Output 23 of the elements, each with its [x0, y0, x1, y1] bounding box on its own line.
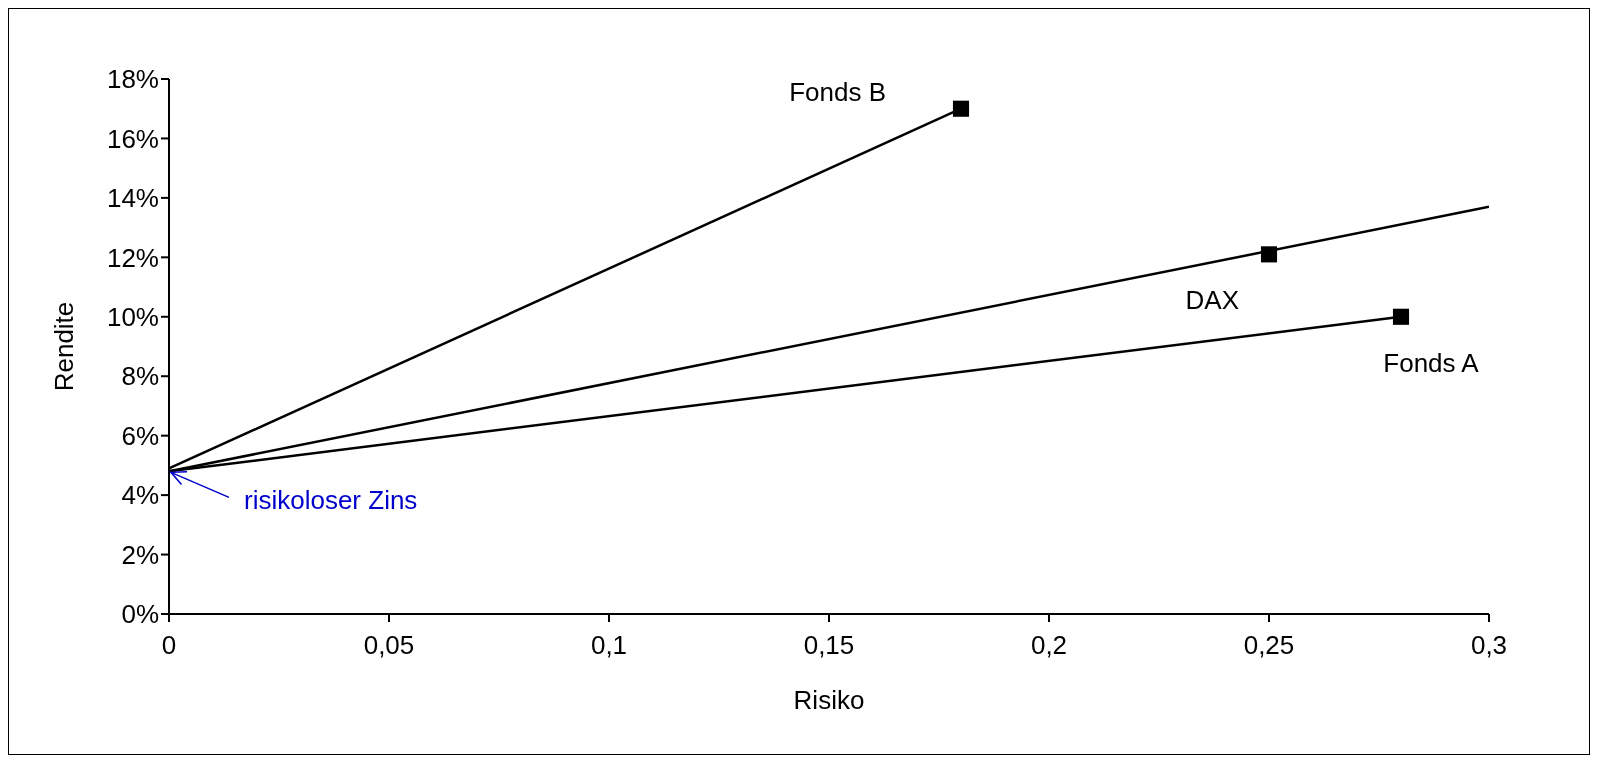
x-tick-label: 0,05 — [363, 630, 415, 661]
x-tick-label: 0,1 — [590, 630, 628, 661]
y-tick-label: 16% — [106, 123, 159, 154]
y-tick-label: 2% — [121, 539, 159, 570]
y-tick-label: 18% — [106, 64, 159, 95]
y-tick-label: 8% — [121, 361, 159, 392]
annotation: Fonds B — [789, 76, 886, 107]
annotation: Fonds A — [1383, 347, 1480, 378]
y-tick-label: 0% — [121, 599, 159, 630]
x-axis-title: Risiko — [793, 685, 865, 715]
x-tick-label: 0,15 — [803, 630, 855, 661]
y-tick-label: 12% — [106, 242, 159, 273]
y-tick-label: 4% — [121, 480, 159, 511]
annotation: DAX — [1185, 285, 1239, 316]
x-tick-label: 0 — [161, 630, 177, 661]
y-tick-label: 14% — [106, 183, 159, 214]
y-axis-title: Rendite — [49, 301, 80, 392]
y-tick-label: 10% — [106, 302, 159, 333]
x-tick-label: 0,3 — [1470, 630, 1508, 661]
y-tick-label: 6% — [121, 420, 159, 451]
x-tick-label: 0,25 — [1243, 630, 1295, 661]
annotation: risikoloser Zins — [244, 485, 418, 516]
x-tick-label: 0,2 — [1030, 630, 1068, 661]
